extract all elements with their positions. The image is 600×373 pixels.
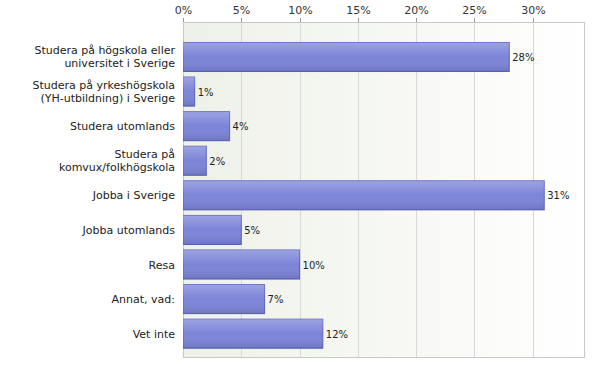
bar-shade — [183, 250, 300, 279]
tick-label: 5% — [233, 4, 250, 17]
bar-shade — [183, 215, 241, 244]
bar — [183, 42, 509, 71]
category-label: Studera på komvux/folkhögskola — [7, 148, 175, 174]
chart-wrap: 0% 5% 10% 15% 20% 25% 30% 28% 1% 4% 2% 31% 5% 10% 7% 12… — [0, 0, 600, 373]
data-label: 12% — [326, 329, 348, 340]
bar — [183, 146, 206, 175]
data-label: 1% — [198, 87, 214, 98]
category-label: Studera på högskola eller universitet i … — [7, 44, 175, 70]
tick-label: 0% — [175, 4, 192, 17]
category-label: Studera utomlands — [7, 120, 175, 133]
bar-shade — [183, 42, 509, 71]
tick-mark — [474, 18, 475, 22]
tick-mark — [358, 18, 359, 22]
tick-mark — [183, 18, 184, 22]
plot-frame — [184, 23, 585, 358]
bar — [183, 181, 544, 210]
plot-background — [183, 22, 585, 358]
bar-shade — [183, 112, 230, 141]
tick-mark — [533, 18, 534, 22]
bar-shade — [183, 181, 544, 210]
tick-mark — [300, 18, 301, 22]
category-label: Jobba i Sverige — [7, 189, 175, 202]
bar-shade — [183, 77, 195, 106]
data-label: 31% — [547, 190, 569, 201]
bar — [183, 77, 195, 106]
category-label: Studera på yrkeshögskola (YH-utbildning)… — [7, 79, 175, 105]
data-label: 10% — [303, 260, 325, 271]
tick-mark — [416, 18, 417, 22]
bar-shade — [183, 319, 323, 348]
bar — [183, 112, 230, 141]
category-label: Vet inte — [7, 327, 175, 340]
tick-label: 20% — [404, 4, 428, 17]
bar-shade — [183, 285, 265, 314]
bars — [183, 42, 544, 348]
bar — [183, 285, 265, 314]
data-label: 7% — [268, 294, 284, 305]
bar — [183, 250, 300, 279]
category-label: Jobba utomlands — [7, 223, 175, 236]
category-label: Resa — [7, 258, 175, 271]
tick-label: 15% — [346, 4, 370, 17]
data-label: 5% — [244, 225, 260, 236]
data-label: 28% — [512, 52, 534, 63]
data-label: 4% — [233, 121, 249, 132]
tick-label: 25% — [462, 4, 486, 17]
bar-shade — [183, 146, 206, 175]
bar — [183, 215, 241, 244]
tick-mark — [241, 18, 242, 22]
bar — [183, 319, 323, 348]
tick-label: 30% — [521, 4, 545, 17]
tick-label: 10% — [288, 4, 312, 17]
category-label: Annat, vad: — [7, 293, 175, 306]
data-label: 2% — [209, 156, 225, 167]
